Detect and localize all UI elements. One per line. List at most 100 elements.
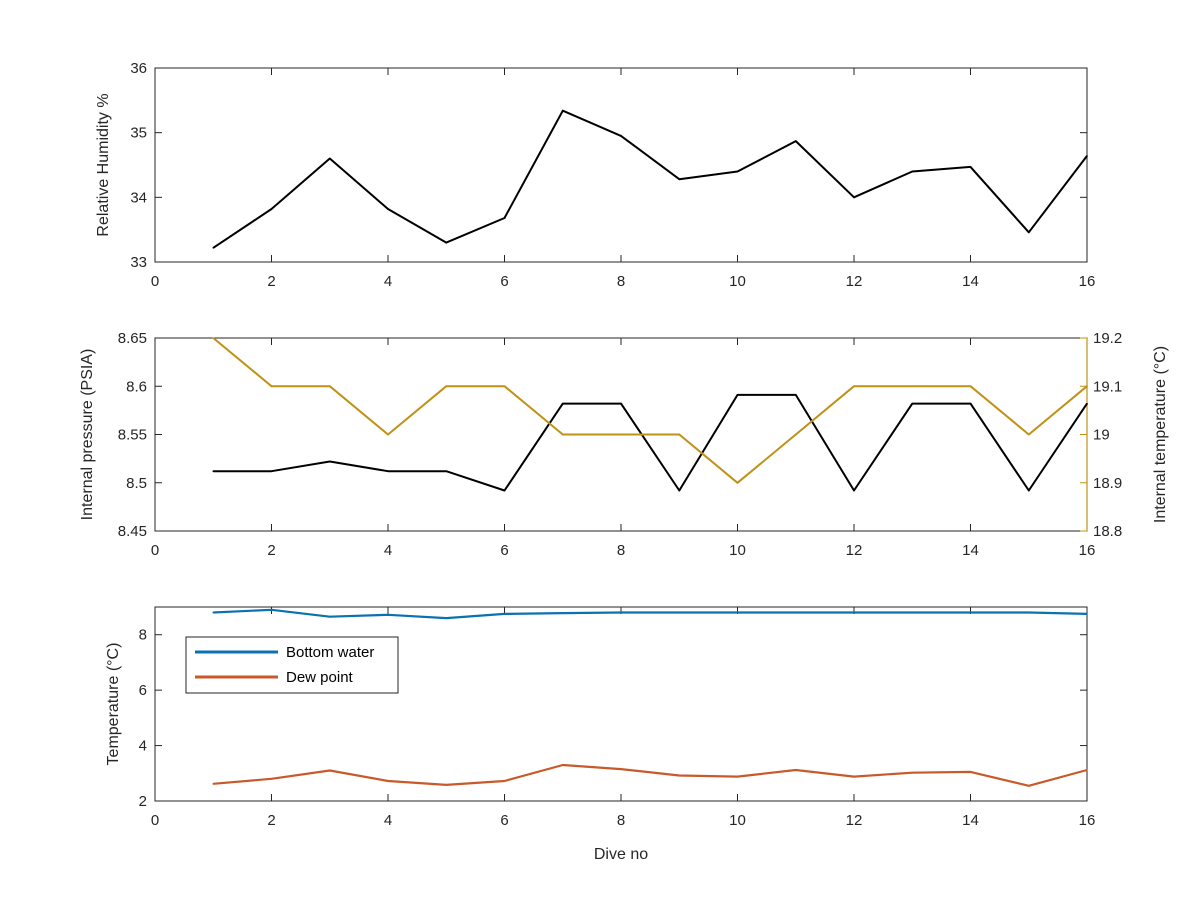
x-tick-label: 12	[846, 812, 863, 829]
x-tick-label: 6	[500, 542, 508, 559]
relative-humidity-point	[736, 170, 739, 173]
x-tick-label: 16	[1079, 812, 1096, 829]
internal-pressure-point	[620, 402, 622, 405]
dew-point-point	[1027, 784, 1030, 787]
y-tick-label: 4	[139, 738, 147, 755]
internal-pressure-point	[503, 489, 506, 492]
y-tick-label: 8	[139, 627, 147, 644]
x-tick-label: 14	[962, 273, 979, 290]
y-tick-label: 8.45	[118, 523, 147, 540]
y-tick-label: 33	[130, 254, 147, 271]
relative-humidity-point	[328, 157, 331, 160]
relative-humidity-line	[212, 109, 1088, 249]
dew-point-point	[678, 774, 681, 777]
x-tick-label: 12	[846, 542, 863, 559]
relative-humidity-point	[1086, 155, 1088, 157]
internal-temperature-point	[328, 385, 331, 388]
right-y-tick-label: 19	[1093, 427, 1110, 444]
internal-pressure-point	[1086, 402, 1088, 405]
internal-temperature-point	[620, 433, 622, 436]
legend-box	[185, 636, 399, 694]
x-tick-label: 16	[1079, 542, 1096, 559]
y-axis-label: Temperature (°C)	[105, 643, 122, 766]
x-tick-label: 6	[500, 812, 508, 829]
internal-temperature-point	[678, 433, 681, 436]
internal-pressure-point	[328, 460, 331, 463]
relative-humidity-point	[387, 208, 389, 210]
x-tick-label: 0	[151, 812, 159, 829]
x-tick-label: 14	[962, 812, 979, 829]
x-tick-label: 10	[729, 542, 746, 559]
bottom-water-point	[620, 611, 622, 614]
internal-temperature-point	[270, 385, 273, 388]
internal-pressure-point	[561, 402, 564, 405]
x-tick-label: 10	[729, 812, 746, 829]
internal-pressure-line	[213, 393, 1088, 492]
dew-point-point	[270, 778, 273, 780]
dew-point-point	[969, 771, 972, 773]
subplot-1: 0 2 4 6 8 10 12 14 16 33 34 35 36 Relative Humidity %	[95, 60, 1095, 290]
bottom-water-point	[328, 615, 331, 618]
x-tick-label: 4	[384, 273, 392, 290]
internal-temperature-point	[387, 433, 389, 436]
y-axis-label: Relative Humidity %	[95, 93, 112, 236]
internal-pressure-point	[678, 489, 681, 492]
internal-temperature-point	[736, 481, 739, 484]
bottom-water-point	[387, 613, 389, 616]
internal-pressure-point	[387, 470, 389, 472]
dew-point-line	[213, 763, 1088, 787]
bottom-water-line	[213, 608, 1088, 620]
bottom-water-point	[969, 611, 972, 614]
dew-point-point	[794, 769, 797, 771]
right-y-axis-label: Internal temperature (°C)	[1152, 346, 1169, 523]
right-y-tick-label: 19.1	[1093, 378, 1122, 395]
internal-pressure-point	[212, 470, 215, 472]
x-tick-label: 8	[617, 273, 625, 290]
x-tick-label: 0	[151, 542, 159, 559]
plot-frame	[154, 67, 1088, 263]
internal-pressure-point	[911, 402, 914, 405]
right-y-tick-label: 19.2	[1093, 330, 1122, 347]
bottom-water-point	[561, 612, 564, 614]
right-y-tick-label: 18.9	[1093, 475, 1122, 492]
x-tick-label: 6	[500, 273, 508, 290]
x-tick-label: 4	[384, 812, 392, 829]
dew-point-point	[561, 764, 564, 766]
right-y-tick-label: 18.8	[1093, 523, 1122, 540]
internal-temperature-line	[212, 337, 1088, 484]
dew-point-point	[212, 783, 215, 785]
bottom-water-point	[1086, 613, 1088, 615]
bottom-water-point	[794, 611, 797, 614]
x-tick-label: 8	[617, 542, 625, 559]
legend-label: Dew point	[286, 669, 354, 686]
x-tick-label: 2	[267, 542, 275, 559]
x-tick-label: 4	[384, 542, 392, 559]
internal-temperature-point	[561, 433, 564, 436]
x-tick-label: 0	[151, 273, 159, 290]
dew-point-point	[1086, 769, 1088, 771]
internal-pressure-point	[969, 402, 972, 405]
dew-point-point	[387, 780, 389, 782]
dew-point-point	[445, 784, 448, 786]
bottom-water-point	[503, 613, 506, 615]
dew-point-point	[620, 768, 622, 770]
internal-temperature-point	[853, 385, 855, 388]
subplot-2: 0 2 4 6 8 10 12 14 16 8.45 8.5 8.55 8.6 8.65 Internal …	[79, 330, 1169, 559]
internal-pressure-point	[1027, 489, 1030, 492]
legend: Bottom water Dew point	[185, 636, 399, 694]
dew-point-point	[911, 771, 914, 774]
bottom-water-point	[736, 611, 739, 614]
relative-humidity-point	[561, 109, 564, 112]
internal-temperature-point	[212, 337, 215, 339]
y-tick-label: 8.6	[126, 378, 147, 395]
internal-pressure-point	[270, 470, 273, 472]
bottom-water-point	[445, 617, 448, 619]
y-tick-label: 36	[130, 60, 147, 77]
x-tick-label: 2	[267, 812, 275, 829]
relative-humidity-point	[503, 217, 506, 219]
relative-humidity-point	[1027, 231, 1030, 234]
y-tick-label: 8.65	[118, 330, 147, 347]
bottom-water-point	[1027, 611, 1030, 614]
y-tick-label: 35	[130, 125, 147, 142]
